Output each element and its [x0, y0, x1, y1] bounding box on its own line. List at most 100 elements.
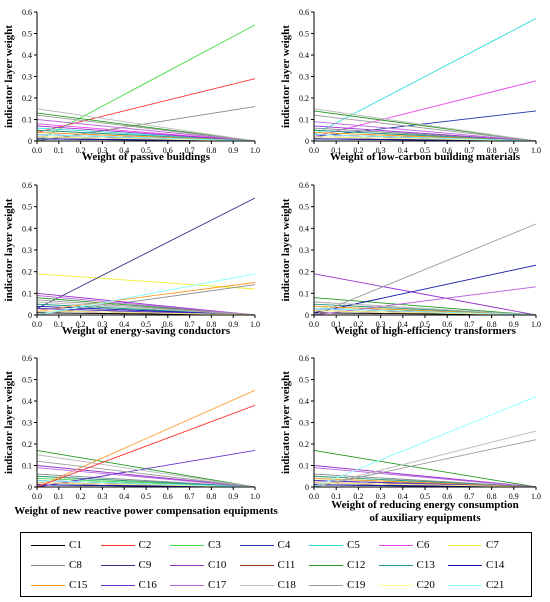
- y-tick-label: 0.6: [299, 8, 309, 17]
- y-tick-label: 0.5: [22, 203, 32, 212]
- legend-item-c3: C3: [164, 538, 234, 552]
- x-tick-label: 0.8: [206, 320, 216, 329]
- legend-item-c17: C17: [164, 578, 234, 592]
- legend-label: C16: [138, 579, 157, 591]
- legend-label: C19: [347, 579, 366, 591]
- y-axis-label: indicator layer weight: [280, 371, 292, 474]
- y-tick-label: 0.2: [22, 94, 32, 103]
- legend-item-c8: C8: [25, 558, 95, 572]
- x-tick-label: 0.3: [376, 320, 386, 329]
- x-tick-label: 0.5: [420, 146, 430, 155]
- legend-label: C8: [69, 559, 82, 571]
- y-tick-label: 0.2: [299, 94, 309, 103]
- x-tick-label: 0.6: [442, 146, 452, 155]
- series-line-c19: [36, 460, 256, 488]
- x-tick-label: 1.0: [250, 492, 260, 501]
- legend-item-c7: C7: [442, 538, 512, 552]
- series-line-c21: [313, 308, 537, 316]
- x-tick-label: 0.5: [141, 320, 151, 329]
- y-tick-label: 0.2: [22, 440, 32, 449]
- x-tick-label: 0.8: [206, 146, 216, 155]
- legend-label: C9: [138, 559, 152, 571]
- x-tick-label: 0.4: [398, 320, 408, 329]
- legend-label: C17: [208, 579, 227, 591]
- x-tick-label: 0.7: [464, 146, 474, 155]
- series-line-c13: [36, 475, 256, 488]
- x-tick-label: 0.9: [228, 320, 238, 329]
- series-line-c19: [313, 114, 537, 142]
- y-tick-label: 0.2: [299, 268, 309, 277]
- series-line-c16: [36, 450, 256, 488]
- x-tick-label: 1.0: [531, 146, 541, 155]
- y-tick-label: 0.1: [22, 116, 32, 125]
- x-tick-label: 0.0: [32, 492, 42, 501]
- y-tick-label: 0.2: [299, 440, 309, 449]
- series-line-c21: [313, 134, 537, 142]
- x-tick-label: 0.8: [487, 492, 497, 501]
- legend: C1 C2 C3 C4 C5 C6 C7 C8 C9 C10 C11 C12 C13 C14 C15 C16 C…: [20, 532, 532, 597]
- legend-item-c1: C1: [25, 538, 95, 552]
- legend-item-c9: C9: [95, 558, 165, 572]
- legend-label: C14: [486, 559, 505, 571]
- series-line-c10: [36, 125, 256, 142]
- series-line-c14: [313, 264, 537, 314]
- chart-panel-1: 0 0.1 0.2 0.3 0.4 0.5 0.6 0.0 0.1 0.2 0.3 0.4 0.5 0.6…: [3, 8, 260, 163]
- legend-swatch: [448, 545, 482, 546]
- series-line-c15: [36, 282, 256, 312]
- x-axis-label: Weight of new reactive power compensatio…: [14, 505, 278, 517]
- x-tick-label: 0.0: [309, 146, 319, 155]
- chart-panel-2: 0 0.1 0.2 0.3 0.4 0.5 0.6 0.0 0.1 0.2 0.3 0.4 0.5 0.6…: [280, 8, 541, 163]
- series-line-c19: [36, 114, 256, 142]
- legend-swatch: [448, 585, 482, 586]
- x-tick-label: 0.2: [353, 492, 363, 501]
- x-tick-label: 0.0: [32, 320, 42, 329]
- legend-swatch: [100, 545, 135, 546]
- series-line-c17: [313, 286, 537, 316]
- legend-label: C10: [208, 559, 227, 571]
- legend-swatch: [170, 565, 204, 566]
- x-tick-label: 0.4: [119, 146, 129, 155]
- series-line-c20: [36, 310, 256, 316]
- x-tick-label: 0.1: [54, 320, 64, 329]
- x-tick-label: 0.6: [442, 492, 452, 501]
- y-tick-label: 0.6: [22, 181, 32, 190]
- legend-label: C3: [208, 539, 221, 551]
- y-tick-label: 0: [305, 311, 309, 320]
- x-axis-label: Weight of energy-saving conductors: [62, 325, 231, 337]
- y-tick-label: 0.3: [299, 419, 309, 428]
- y-tick-label: 0.5: [22, 30, 32, 39]
- x-tick-label: 0.6: [163, 492, 173, 501]
- series-line-c17: [36, 467, 256, 488]
- legend-swatch: [100, 585, 135, 586]
- x-tick-label: 0.3: [97, 492, 107, 501]
- legend-item-c21: C21: [442, 578, 512, 592]
- legend-item-c18: C18: [234, 578, 304, 592]
- legend-swatch: [31, 585, 65, 586]
- x-tick-label: 0.2: [76, 146, 86, 155]
- series-line-c20: [313, 482, 537, 488]
- x-tick-label: 0.8: [487, 320, 497, 329]
- legend-label: C4: [277, 539, 291, 551]
- series-line-c18: [313, 430, 537, 488]
- x-tick-label: 0.8: [487, 146, 497, 155]
- y-tick-label: 0.4: [299, 51, 309, 60]
- series-line-c19: [36, 299, 256, 316]
- series-line-c18: [313, 301, 537, 316]
- y-axis-label: indicator layer weight: [3, 198, 15, 301]
- y-tick-label: 0.5: [299, 30, 309, 39]
- y-tick-label: 0.1: [299, 289, 309, 298]
- x-tick-label: 0.1: [54, 146, 64, 155]
- chart-panel-6: 0 0.1 0.2 0.3 0.4 0.5 0.6 0.0 0.1 0.2 0.3 0.4 0.5 0.6…: [280, 354, 541, 524]
- legend-swatch: [239, 565, 274, 566]
- x-axis-label: Weight of high-efficiency transformers: [334, 325, 516, 337]
- y-tick-label: 0: [28, 483, 32, 492]
- series-line-c19: [313, 439, 537, 488]
- legend-item-c16: C16: [95, 578, 165, 592]
- x-tick-label: 0.3: [376, 492, 386, 501]
- legend-item-c19: C19: [303, 578, 373, 592]
- series-line-c10: [313, 125, 537, 142]
- y-tick-label: 0: [28, 137, 32, 146]
- y-tick-label: 0: [305, 483, 309, 492]
- legend-label: C6: [416, 539, 430, 551]
- y-tick-label: 0.1: [22, 289, 32, 298]
